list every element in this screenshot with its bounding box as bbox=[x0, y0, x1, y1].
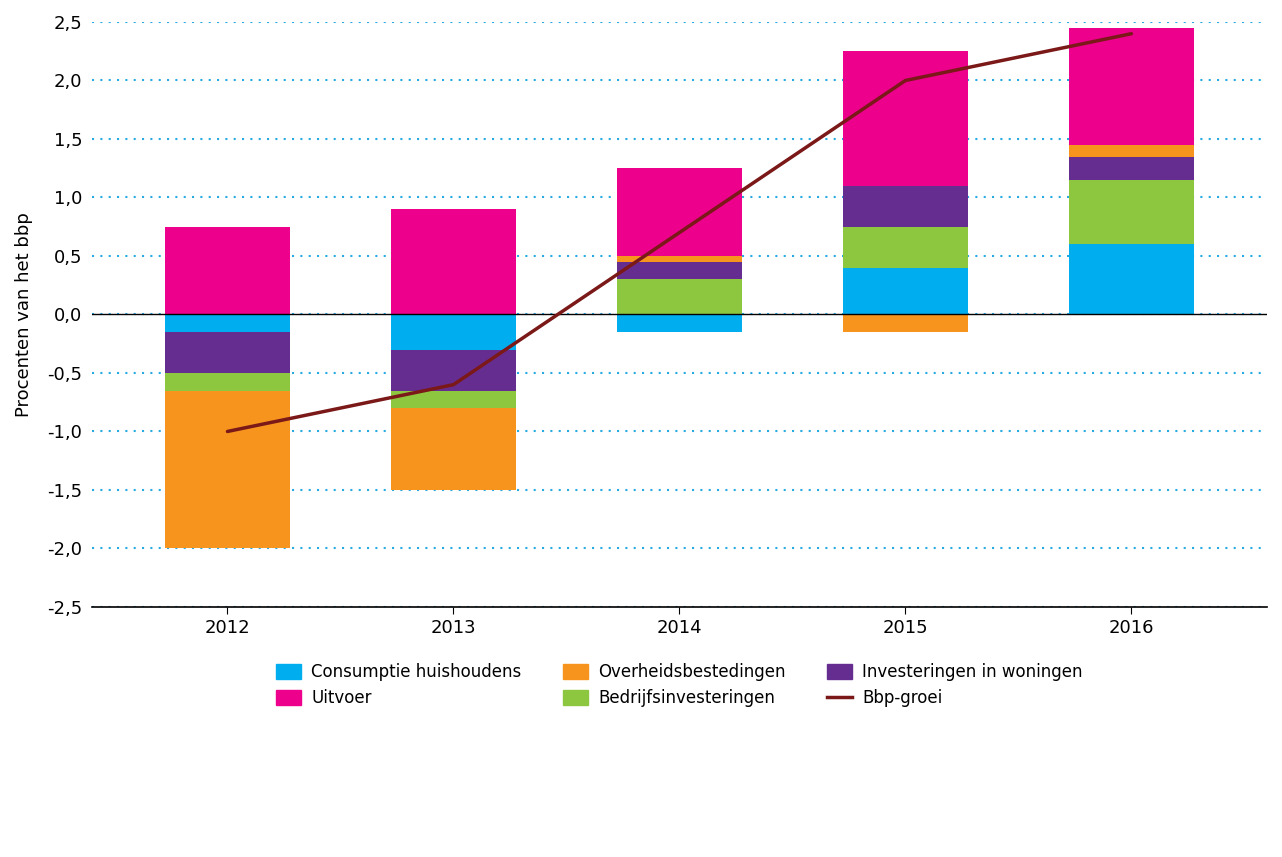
Legend: Consumptie huishoudens, Uitvoer, Overheidsbestedingen, Bedrijfsinvesteringen, In: Consumptie huishoudens, Uitvoer, Overhei… bbox=[268, 655, 1091, 716]
Bar bbox=[618, 168, 741, 256]
Bar bbox=[844, 51, 968, 186]
Bar bbox=[618, 279, 741, 315]
Bar bbox=[165, 332, 290, 373]
Bar bbox=[844, 227, 968, 267]
Bar bbox=[165, 227, 290, 315]
Bar bbox=[391, 408, 515, 490]
Bar bbox=[391, 391, 515, 408]
Bar bbox=[391, 315, 515, 350]
Bar bbox=[844, 267, 968, 315]
Bar bbox=[165, 391, 290, 548]
Bar bbox=[1069, 27, 1194, 145]
Bar bbox=[165, 373, 290, 391]
Bar bbox=[1069, 157, 1194, 180]
Bar bbox=[618, 315, 741, 332]
Bar bbox=[844, 315, 968, 332]
Bar bbox=[1069, 244, 1194, 315]
Y-axis label: Procenten van het bbp: Procenten van het bbp bbox=[15, 212, 33, 417]
Bar bbox=[391, 209, 515, 315]
Bar bbox=[1069, 180, 1194, 244]
Bar bbox=[391, 350, 515, 391]
Bar bbox=[1069, 145, 1194, 157]
Bar bbox=[618, 262, 741, 279]
Bar bbox=[844, 186, 968, 227]
Bar bbox=[618, 256, 741, 262]
Bar bbox=[165, 315, 290, 332]
